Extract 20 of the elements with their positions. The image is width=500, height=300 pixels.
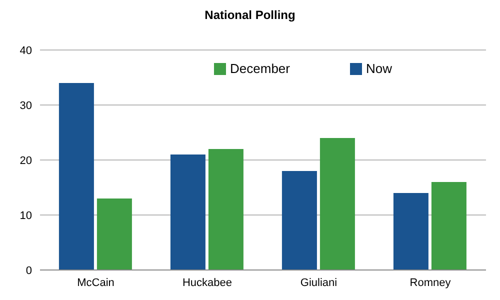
y-tick-label: 10 xyxy=(20,210,32,222)
y-tick-label: 0 xyxy=(26,264,32,277)
bar xyxy=(282,171,317,270)
x-tick-label: Romney xyxy=(410,276,452,289)
x-tick-label: Huckabee xyxy=(182,276,232,289)
bar xyxy=(393,193,428,270)
bar xyxy=(320,138,355,270)
bar xyxy=(208,149,244,270)
bar xyxy=(58,83,94,270)
legend-label: Now xyxy=(366,61,392,76)
bar xyxy=(170,154,206,270)
bar xyxy=(431,182,466,270)
legend-label: December xyxy=(230,61,290,76)
x-tick-label: McCain xyxy=(77,276,114,289)
x-tick-label: Giuliani xyxy=(300,276,338,289)
chart-title: National Polling xyxy=(204,8,296,24)
y-tick-label: 30 xyxy=(20,100,32,112)
y-tick-label: 40 xyxy=(20,44,32,57)
y-tick-label: 20 xyxy=(20,154,32,167)
bar xyxy=(96,198,132,270)
